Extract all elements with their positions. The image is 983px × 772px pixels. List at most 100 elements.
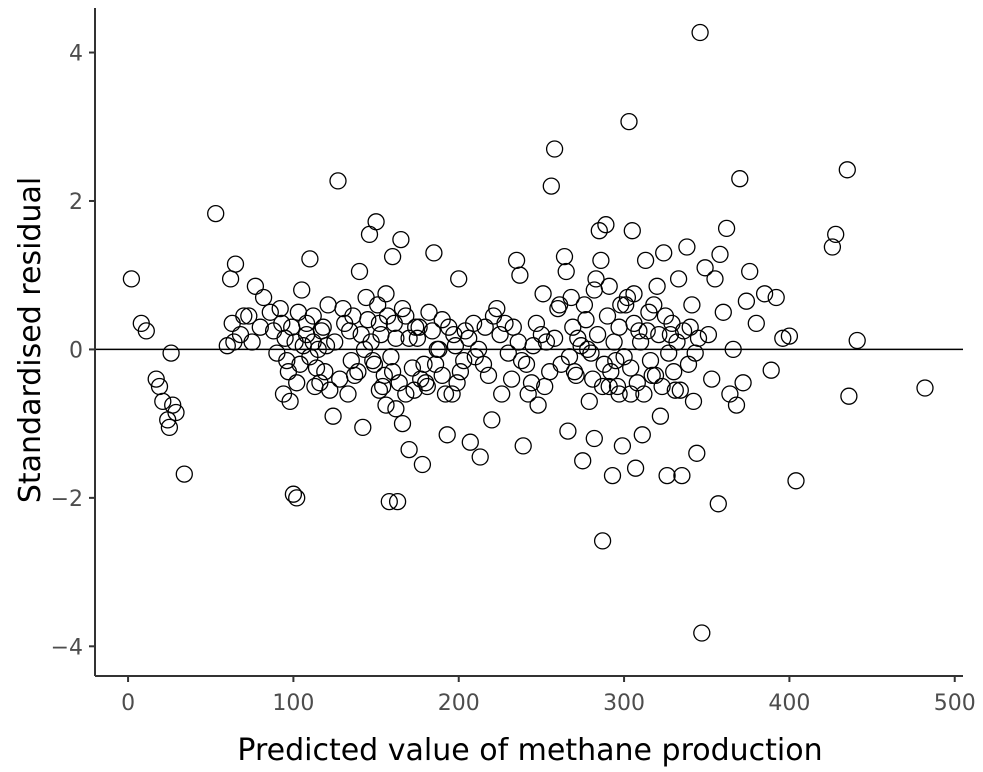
data-point <box>405 381 423 399</box>
data-point <box>345 366 364 385</box>
data-point <box>527 314 546 333</box>
data-point <box>397 385 415 403</box>
data-point <box>464 314 483 333</box>
data-point <box>590 222 608 240</box>
data-point <box>357 288 375 307</box>
data-point <box>638 322 656 340</box>
data-point <box>514 437 532 455</box>
data-point <box>607 351 625 370</box>
data-point <box>438 426 456 444</box>
data-point <box>147 370 165 388</box>
x-tick-label: 500 <box>934 691 976 716</box>
data-point <box>393 414 412 433</box>
data-point <box>479 366 498 385</box>
data-point <box>787 472 805 490</box>
data-point <box>653 377 671 396</box>
data-point <box>329 172 347 190</box>
data-point <box>511 266 529 284</box>
data-point <box>592 251 610 270</box>
data-point <box>390 374 408 392</box>
data-point <box>448 374 466 392</box>
data-point <box>580 392 598 411</box>
data-point <box>658 466 676 485</box>
data-point <box>686 344 704 362</box>
data-point <box>848 331 866 350</box>
data-point <box>741 262 759 281</box>
data-point <box>625 314 643 333</box>
data-point <box>407 318 425 336</box>
data-point <box>542 177 560 195</box>
data-point <box>549 299 567 318</box>
data-point <box>279 363 298 381</box>
data-point <box>415 355 433 373</box>
data-point <box>636 251 655 270</box>
data-point <box>532 325 551 344</box>
data-point <box>261 303 279 321</box>
data-point <box>284 485 303 503</box>
data-point <box>382 348 400 366</box>
data-point <box>545 329 564 347</box>
data-point <box>665 363 683 381</box>
data-point <box>223 314 241 333</box>
data-point <box>273 314 291 333</box>
data-point <box>737 292 756 310</box>
x-tick-label: 300 <box>603 691 645 716</box>
data-point <box>509 333 527 351</box>
data-point <box>574 452 592 470</box>
data-point <box>588 325 607 344</box>
data-point <box>534 285 552 303</box>
data-point <box>446 337 465 355</box>
data-point <box>160 418 179 437</box>
data-point <box>696 259 714 277</box>
data-point <box>314 318 332 336</box>
data-point <box>400 440 418 459</box>
data-point <box>393 299 412 318</box>
data-point <box>354 418 372 437</box>
data-point <box>316 363 334 381</box>
data-point <box>319 296 337 314</box>
data-point <box>684 392 703 411</box>
data-point <box>385 314 403 333</box>
data-point <box>451 363 470 381</box>
data-point <box>613 437 632 455</box>
data-point <box>610 385 628 403</box>
data-point <box>555 247 574 266</box>
y-tick-label: 2 <box>69 190 83 215</box>
data-point <box>655 244 673 262</box>
data-point <box>762 361 780 379</box>
data-point <box>575 296 594 314</box>
data-point <box>593 377 612 396</box>
data-point <box>721 385 739 403</box>
data-point <box>372 325 390 344</box>
data-point <box>823 238 842 256</box>
data-point <box>306 377 324 396</box>
data-point <box>838 161 856 179</box>
data-point <box>175 465 193 483</box>
data-point <box>504 318 522 336</box>
data-point <box>617 296 635 314</box>
data-point <box>717 219 736 238</box>
data-point <box>370 381 389 399</box>
data-point <box>304 307 322 325</box>
data-point <box>597 216 615 234</box>
data-point <box>243 333 261 351</box>
data-point <box>641 351 660 370</box>
data-point <box>693 624 711 642</box>
data-point <box>633 426 651 444</box>
data-point <box>288 489 306 507</box>
data-point <box>418 377 436 396</box>
data-point <box>254 288 273 307</box>
data-point <box>564 318 582 336</box>
data-point <box>714 303 732 321</box>
data-point <box>359 311 377 329</box>
data-point <box>780 327 799 345</box>
data-point <box>545 140 564 158</box>
data-point <box>450 270 468 288</box>
data-point <box>622 359 640 377</box>
data-point <box>360 225 379 244</box>
data-point <box>767 288 785 307</box>
data-point <box>620 112 638 131</box>
data-point <box>339 385 357 403</box>
x-tick-label: 100 <box>272 691 314 716</box>
data-point <box>331 370 349 388</box>
